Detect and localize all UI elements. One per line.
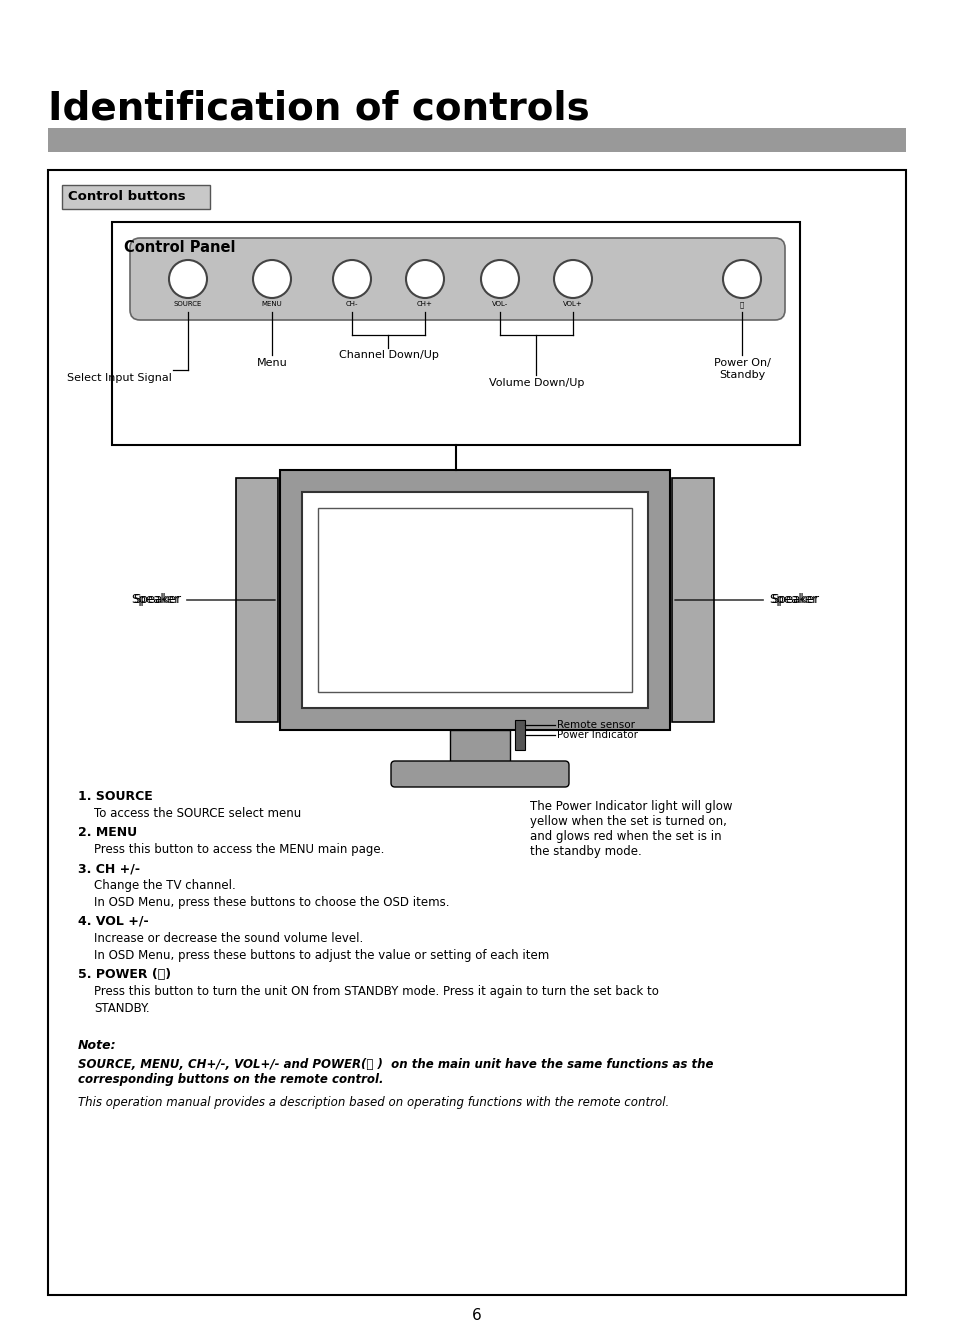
Text: Identification of controls: Identification of controls [48,91,589,128]
Text: Speaker: Speaker [770,594,819,606]
Text: 1. SOURCE: 1. SOURCE [78,790,152,803]
Bar [112,222,800,445]
Text: ⏻: ⏻ [740,301,743,308]
Text: Note:: Note: [78,1039,116,1052]
Text: VOL-: VOL- [492,301,508,306]
Text: Control buttons: Control buttons [68,190,186,204]
Text: Speaker: Speaker [131,594,179,606]
Bar [280,470,669,730]
Text: 6: 6 [472,1308,481,1323]
Text: 2. MENU: 2. MENU [78,826,137,839]
Circle shape [554,260,592,298]
FancyBboxPatch shape [130,238,784,320]
Text: MENU: MENU [261,301,282,306]
Text: 5. POWER (⏻): 5. POWER (⏻) [78,968,171,980]
Bar [671,478,713,722]
Text: Menu: Menu [256,358,287,368]
Bar [48,170,905,1295]
Text: Channel Down/Up: Channel Down/Up [338,350,438,360]
Text: Speaker: Speaker [674,594,817,606]
Bar [515,721,524,750]
Text: Volume Down/Up: Volume Down/Up [488,378,583,388]
Text: Control Panel: Control Panel [124,240,235,254]
Text: Power Indicator: Power Indicator [557,730,638,741]
Circle shape [406,260,443,298]
Circle shape [722,260,760,298]
Bar [235,478,277,722]
Circle shape [169,260,207,298]
Text: 3. CH +/-: 3. CH +/- [78,862,140,875]
Text: Increase or decrease the sound volume level.: Increase or decrease the sound volume le… [94,932,363,944]
Text: Change the TV channel.: Change the TV channel. [94,879,235,892]
Text: This operation manual provides a description based on operating functions with t: This operation manual provides a descrip… [78,1096,669,1110]
Text: In OSD Menu, press these buttons to adjust the value or setting of each item: In OSD Menu, press these buttons to adju… [94,948,549,962]
Text: In OSD Menu, press these buttons to choose the OSD items.: In OSD Menu, press these buttons to choo… [94,896,449,908]
Circle shape [253,260,291,298]
Text: SOURCE: SOURCE [173,301,202,306]
Bar [317,507,631,693]
Text: Speaker: Speaker [132,594,274,606]
Text: Remote sensor: Remote sensor [557,721,635,730]
Text: Power On/
Standby: Power On/ Standby [713,358,770,380]
Text: STANDBY.: STANDBY. [94,1002,150,1015]
Text: To access the SOURCE select menu: To access the SOURCE select menu [94,807,301,821]
Text: 4. VOL +/-: 4. VOL +/- [78,915,149,928]
Text: Select Input Signal: Select Input Signal [67,373,172,384]
Text: SOURCE, MENU, CH+/-, VOL+/- and POWER(⏻ )  on the main unit have the same functi: SOURCE, MENU, CH+/-, VOL+/- and POWER(⏻ … [78,1058,713,1086]
Text: Press this button to turn the unit ON from STANDBY mode. Press it again to turn : Press this button to turn the unit ON fr… [94,984,659,998]
Text: CH+: CH+ [416,301,433,306]
Circle shape [333,260,371,298]
Circle shape [480,260,518,298]
Bar [48,128,905,152]
Bar [450,730,510,765]
Text: Press this button to access the MENU main page.: Press this button to access the MENU mai… [94,843,384,856]
Bar [302,492,647,709]
Bar [62,185,210,209]
Text: The Power Indicator light will glow
yellow when the set is turned on,
and glows : The Power Indicator light will glow yell… [530,801,732,858]
Text: CH-: CH- [345,301,358,306]
Text: VOL+: VOL+ [562,301,582,306]
FancyBboxPatch shape [391,761,568,787]
